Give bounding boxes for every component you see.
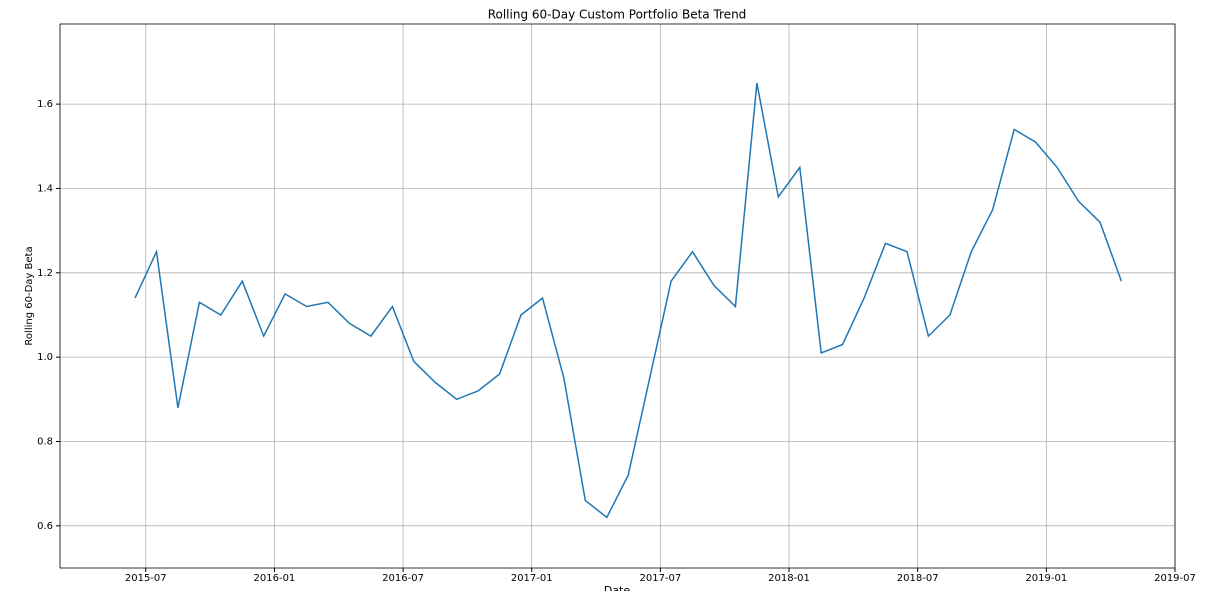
plot-frame	[59, 23, 1176, 569]
x-tick-label: 2016-07	[382, 573, 424, 584]
y-tick-label: 1.0	[37, 352, 53, 363]
x-tick-label: 2017-01	[511, 573, 553, 584]
x-tick-label: 2018-01	[768, 573, 810, 584]
y-tick-label: 1.4	[37, 183, 53, 194]
x-tick-label: 2016-01	[254, 573, 296, 584]
y-tick-label: 1.6	[37, 99, 53, 110]
y-tick-label: 0.8	[37, 436, 53, 447]
data-line	[134, 82, 1123, 519]
x-axis-label: Date	[604, 584, 631, 591]
x-tick-label: 2019-01	[1025, 573, 1067, 584]
chart-title: Rolling 60-Day Custom Portfolio Beta Tre…	[488, 8, 747, 22]
y-tick-label: 0.6	[37, 521, 53, 532]
x-tick-label: 2015-07	[125, 573, 167, 584]
x-tick-label: 2018-07	[897, 573, 939, 584]
y-tick-label: 1.2	[37, 268, 53, 279]
x-tick-label: 2017-07	[639, 573, 681, 584]
x-tick-label: 2019-07	[1154, 573, 1196, 584]
y-axis-label: Rolling 60-Day Beta	[24, 246, 35, 345]
